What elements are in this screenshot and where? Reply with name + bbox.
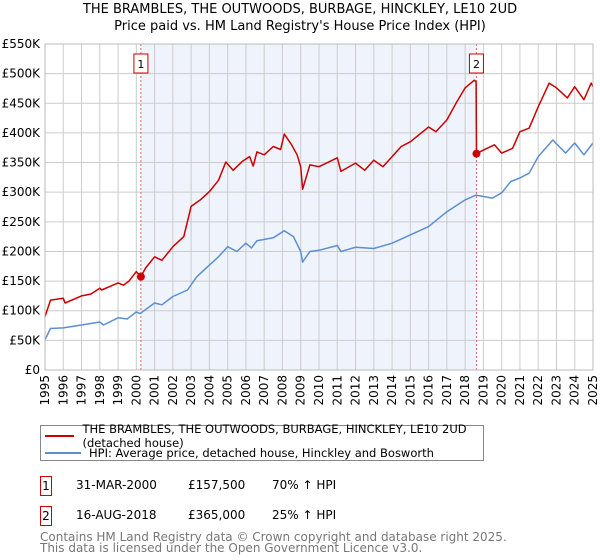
x-tick-label: 2013: [367, 375, 381, 406]
footer-copyright: Contains HM Land Registry data © Crown c…: [40, 530, 507, 544]
sale-label-box: [468, 53, 484, 74]
legend-item-hpi: HPI: Average price, detached house, Hinc…: [45, 445, 434, 461]
x-tick-label: 2008: [275, 375, 289, 406]
transaction-number: 1: [40, 476, 52, 496]
x-tick-label: 1999: [111, 375, 125, 406]
y-tick-label: £550K: [2, 37, 42, 51]
chart-title: THE BRAMBLES, THE OUTWOODS, BURBAGE, HIN…: [82, 2, 518, 17]
y-tick-label: £350K: [2, 156, 42, 170]
x-tick-label: 2007: [257, 375, 271, 406]
y-tick-label: £450K: [2, 96, 42, 110]
transaction-date: 16-AUG-2018: [76, 508, 157, 522]
x-tick-label: 2020: [495, 375, 509, 406]
transaction-price: £365,000: [188, 508, 246, 522]
x-tick-label: 2018: [458, 375, 472, 406]
sale-label: 1: [137, 58, 144, 71]
transaction-row: 1 31-MAR-2000 £157,500 70% ↑ HPI: [40, 476, 600, 496]
y-tick-label: £100K: [2, 304, 42, 318]
x-tick-label: 2009: [294, 375, 308, 406]
sale-label-box: [133, 53, 149, 74]
plot-border: [44, 43, 594, 371]
y-tick-label: £0: [25, 363, 40, 377]
y-tick-label: £500K: [2, 67, 42, 81]
transaction-row: 2 16-AUG-2018 £365,000 25% ↑ HPI: [40, 506, 600, 526]
sale-point: [136, 272, 145, 281]
y-tick-label: £250K: [2, 215, 42, 229]
legend-label-hpi: HPI: Average price, detached house, Hinc…: [89, 446, 434, 460]
x-tick-label: 1998: [93, 375, 107, 406]
x-tick-label: 2022: [531, 375, 545, 406]
legend-swatch-property: [45, 435, 75, 437]
shaded-period: [140, 44, 477, 370]
x-tick-label: 2015: [403, 375, 417, 406]
x-tick-label: 2025: [586, 375, 600, 406]
y-tick-label: £150K: [2, 274, 42, 288]
x-tick-label: 2016: [422, 375, 436, 406]
x-tick-label: 2012: [349, 375, 363, 406]
legend-swatch-hpi: [45, 452, 81, 454]
chart-subtitle: Price paid vs. HM Land Registry's House …: [114, 19, 486, 34]
x-tick-label: 2002: [166, 375, 180, 406]
x-tick-label: 2006: [239, 375, 253, 406]
footer-licence: This data is licensed under the Open Gov…: [40, 541, 423, 555]
transaction-date: 31-MAR-2000: [76, 478, 157, 492]
transaction-hpi: 70% ↑ HPI: [272, 478, 337, 492]
x-tick-label: 2024: [568, 375, 582, 406]
x-tick-label: 1996: [56, 375, 70, 406]
transaction-hpi: 25% ↑ HPI: [272, 508, 337, 522]
x-tick-label: 1997: [75, 375, 89, 406]
x-tick-label: 2001: [148, 375, 162, 406]
y-tick-label: £50K: [9, 333, 41, 347]
plot-area: 1995 1996 1997 1998 1999 2000 2001 2002 2003 2004…: [2, 37, 600, 406]
x-tick-label: 2011: [330, 375, 344, 406]
sale-label: 2: [473, 58, 480, 71]
sale-point: [472, 149, 481, 158]
x-tick-label: 2000: [129, 375, 143, 406]
x-tick-label: 2004: [202, 375, 216, 406]
legend-item-property: THE BRAMBLES, THE OUTWOODS, BURBAGE, HIN…: [45, 422, 483, 450]
series-line-property: [44, 79, 594, 317]
x-tick-label: 2023: [549, 375, 563, 406]
y-tick-label: £400K: [2, 126, 42, 140]
x-tick-label: 1995: [38, 375, 52, 406]
series-line-hpi: [44, 139, 594, 341]
y-tick-label: £300K: [2, 185, 42, 199]
x-tick-label: 2021: [513, 375, 527, 406]
x-tick-label: 2019: [476, 375, 490, 406]
x-tick-label: 2014: [385, 375, 399, 406]
x-tick-label: 2005: [221, 375, 235, 406]
transaction-number: 2: [40, 506, 52, 526]
x-tick-label: 2017: [440, 375, 454, 406]
y-tick-label: £200K: [2, 244, 42, 258]
x-tick-label: 2010: [312, 375, 326, 406]
transaction-price: £157,500: [188, 478, 246, 492]
x-tick-label: 2003: [184, 375, 198, 406]
legend-label-property: THE BRAMBLES, THE OUTWOODS, BURBAGE, HIN…: [82, 422, 467, 450]
legend: THE BRAMBLES, THE OUTWOODS, BURBAGE, HIN…: [40, 422, 484, 461]
